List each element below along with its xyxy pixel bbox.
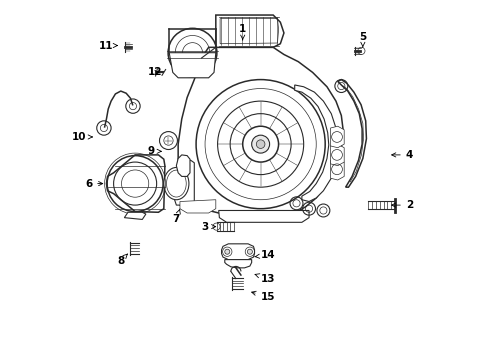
Polygon shape xyxy=(330,158,344,180)
Circle shape xyxy=(224,249,229,254)
Polygon shape xyxy=(106,155,164,212)
Polygon shape xyxy=(330,126,344,148)
Polygon shape xyxy=(180,200,215,213)
Polygon shape xyxy=(224,260,251,268)
Text: 4: 4 xyxy=(391,150,412,160)
Text: 5: 5 xyxy=(359,32,366,47)
Polygon shape xyxy=(178,47,343,218)
Text: 11: 11 xyxy=(99,41,117,50)
Polygon shape xyxy=(337,80,366,187)
Text: 1: 1 xyxy=(239,24,246,40)
Text: 15: 15 xyxy=(251,291,274,302)
Polygon shape xyxy=(169,53,215,78)
Text: 8: 8 xyxy=(117,254,127,266)
Circle shape xyxy=(251,135,269,153)
Text: 9: 9 xyxy=(147,146,161,156)
Text: 7: 7 xyxy=(172,209,180,224)
Text: 10: 10 xyxy=(71,132,92,142)
Text: 2: 2 xyxy=(391,200,412,210)
Circle shape xyxy=(256,140,264,148)
Circle shape xyxy=(247,249,252,254)
Ellipse shape xyxy=(163,167,188,200)
Polygon shape xyxy=(172,160,194,205)
Polygon shape xyxy=(221,244,254,260)
Polygon shape xyxy=(294,85,337,202)
Text: 13: 13 xyxy=(254,274,274,284)
Polygon shape xyxy=(176,155,190,176)
Polygon shape xyxy=(215,15,284,47)
Polygon shape xyxy=(218,211,308,222)
Polygon shape xyxy=(124,212,145,220)
Polygon shape xyxy=(330,144,344,166)
Text: 12: 12 xyxy=(147,67,162,77)
Text: 3: 3 xyxy=(201,222,215,231)
Text: 6: 6 xyxy=(85,179,102,189)
Text: 14: 14 xyxy=(254,250,275,260)
